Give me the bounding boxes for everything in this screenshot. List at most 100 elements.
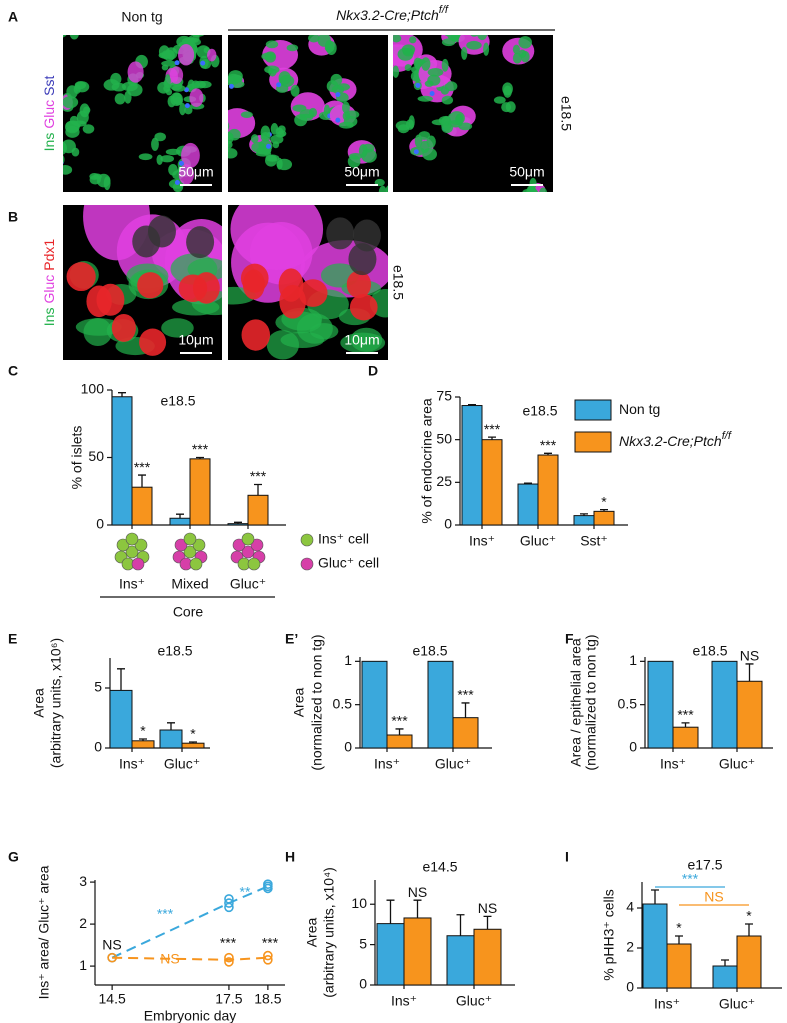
pdx1-nucleus: [349, 293, 378, 321]
islet-ins: [46, 32, 58, 42]
islet-ins: [64, 120, 80, 134]
significance: ***: [192, 441, 209, 457]
islet-ins: [424, 80, 434, 87]
error-bar: [117, 668, 125, 691]
islet-ins: [164, 74, 171, 89]
significance: ***: [391, 713, 408, 729]
replicate-point: [224, 898, 234, 908]
y-tick-label: 1: [629, 652, 637, 668]
micrograph: [63, 205, 222, 360]
group-label: Core: [173, 604, 204, 620]
error-bar: [580, 513, 588, 516]
islet-sst: [174, 60, 180, 66]
islet-sst: [276, 82, 282, 88]
cell-icon: [241, 545, 255, 559]
islet-ins: [441, 58, 449, 72]
annotation: **: [240, 884, 251, 900]
bar: [361, 660, 388, 749]
islet-ins: [342, 101, 350, 114]
cell-icon: [131, 557, 145, 571]
islet-ins: [165, 47, 178, 60]
bar: [672, 726, 699, 749]
dark-cell: [352, 219, 381, 252]
cell-legend-dot: [300, 533, 314, 547]
x-tick-label: Gluc⁺: [719, 756, 755, 772]
islet-ins: [272, 141, 280, 149]
significance: ***: [134, 459, 151, 475]
cell-icon: [134, 538, 148, 552]
pdx1-nucleus: [242, 269, 265, 300]
significance: ***: [540, 437, 557, 453]
error-bar: [488, 436, 496, 440]
islet-ins: [66, 85, 78, 99]
x-tick-label: Ins⁺: [119, 756, 145, 772]
islet-ins: [501, 102, 512, 113]
cell-legend-label: Ins⁺ cell: [318, 531, 369, 547]
islet-gluc: [169, 66, 184, 84]
y-tick-label: 0: [94, 739, 102, 755]
x-tick-label: Ins⁺: [469, 533, 495, 549]
islet-ins: [518, 36, 532, 49]
channel-name: Gluc: [41, 100, 57, 129]
pdx1-nucleus: [346, 270, 372, 299]
islet-ins: [404, 64, 412, 71]
scale-label: 50μm: [509, 164, 544, 180]
y-tick-label: 3: [79, 873, 87, 889]
chart-title: e17.5: [687, 857, 722, 873]
bar: [712, 965, 738, 989]
panel-letter: D: [368, 363, 378, 379]
pdx1-nucleus: [111, 313, 136, 342]
error-bar: [118, 392, 126, 397]
y-tick-label: 25: [436, 473, 452, 489]
bar: [247, 494, 269, 526]
error-bar: [456, 914, 465, 936]
islet-ins: [69, 35, 79, 40]
islet-ins: [261, 52, 276, 61]
islet-ins: [63, 164, 73, 175]
islet-ins: [276, 157, 283, 170]
islet-sst: [413, 149, 419, 155]
bar: [376, 923, 405, 986]
error-bar: [254, 483, 262, 496]
y-tick-label: 4: [626, 899, 634, 915]
bar: [111, 396, 133, 526]
error-bar: [675, 935, 683, 944]
islet-sst: [200, 60, 206, 66]
islet-ins: [421, 57, 431, 71]
significance: *: [676, 920, 682, 936]
error-bar: [176, 513, 184, 519]
x-tick-label: 14.5: [99, 991, 126, 1007]
significance: *: [190, 726, 196, 742]
y-tick-label: 0: [344, 739, 352, 755]
islet-ins: [526, 186, 538, 192]
islet-ins: [171, 84, 186, 92]
annotation: ***: [157, 906, 174, 922]
y-axis-label: Area: [304, 918, 320, 948]
bar: [427, 660, 454, 749]
annotation: NS: [102, 937, 121, 953]
bar: [736, 935, 762, 989]
x-tick-label: Gluc⁺: [456, 993, 492, 1009]
cell-icon: [250, 538, 264, 552]
bar: [593, 510, 615, 526]
panel-letter: B: [8, 209, 18, 225]
panel-letter: I: [565, 849, 569, 865]
islet-ins: [417, 95, 433, 102]
islet-ins: [378, 185, 387, 192]
islet-ins: [184, 106, 193, 115]
error-bar: [234, 521, 242, 524]
islet-sst: [415, 82, 421, 88]
x-tick-label: Sst⁺: [580, 533, 608, 549]
error-bar: [138, 474, 146, 488]
islet-ins: [228, 132, 234, 141]
error-bar: [600, 508, 608, 512]
islet-ins: [228, 141, 230, 149]
significance: *: [746, 908, 752, 924]
column-header: Nkx3.2-Cre;Ptchf/f: [336, 4, 449, 23]
replicate-point: [263, 950, 273, 961]
y-tick-label: 2: [79, 915, 87, 931]
genotype-sup: f/f: [439, 4, 449, 16]
islet-ins: [240, 111, 253, 119]
islet-ins: [194, 80, 206, 89]
y-axis-label: % of endocrine area: [419, 398, 435, 524]
